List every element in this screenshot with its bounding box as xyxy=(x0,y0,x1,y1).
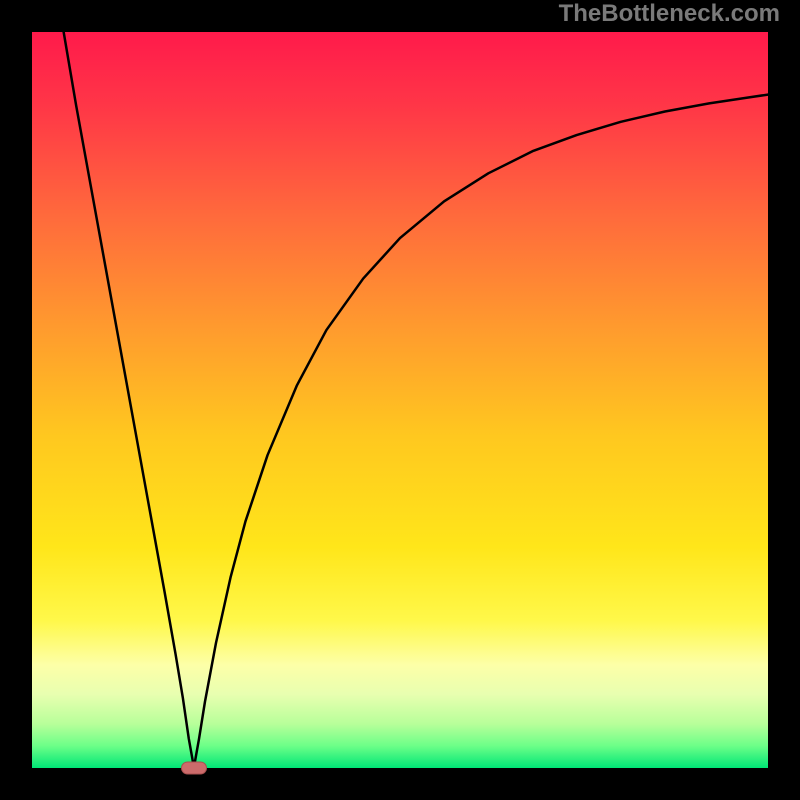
performance-curve xyxy=(32,32,768,768)
optimal-point-marker xyxy=(181,762,207,775)
watermark-text: TheBottleneck.com xyxy=(559,0,780,28)
plot-area xyxy=(32,32,768,768)
